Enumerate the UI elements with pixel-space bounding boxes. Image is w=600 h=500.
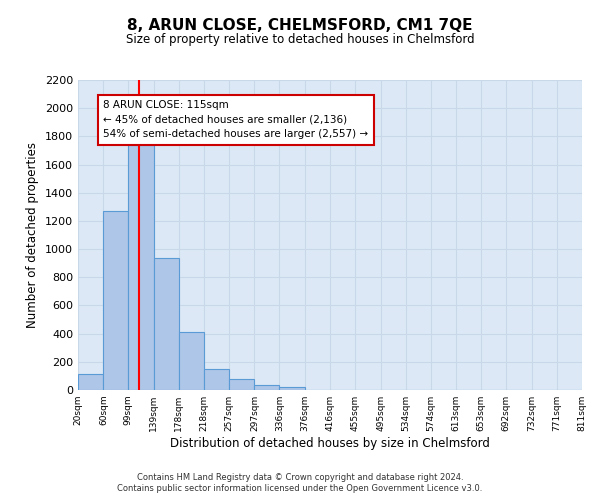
Bar [154,258,179,390]
Bar [229,380,254,390]
Bar [179,332,204,390]
Bar [103,211,128,390]
Bar [280,387,305,390]
Text: Contains HM Land Registry data © Crown copyright and database right 2024.: Contains HM Land Registry data © Crown c… [137,472,463,482]
Y-axis label: Number of detached properties: Number of detached properties [26,142,40,328]
Bar [78,374,103,390]
X-axis label: Distribution of detached houses by size in Chelmsford: Distribution of detached houses by size … [170,437,490,450]
Text: 8 ARUN CLOSE: 115sqm
← 45% of detached houses are smaller (2,136)
54% of semi-de: 8 ARUN CLOSE: 115sqm ← 45% of detached h… [103,100,368,140]
Text: Size of property relative to detached houses in Chelmsford: Size of property relative to detached ho… [125,32,475,46]
Text: 8, ARUN CLOSE, CHELMSFORD, CM1 7QE: 8, ARUN CLOSE, CHELMSFORD, CM1 7QE [127,18,473,32]
Bar [128,145,154,390]
Bar [254,385,280,390]
Text: Contains public sector information licensed under the Open Government Licence v3: Contains public sector information licen… [118,484,482,493]
Bar [204,369,229,390]
